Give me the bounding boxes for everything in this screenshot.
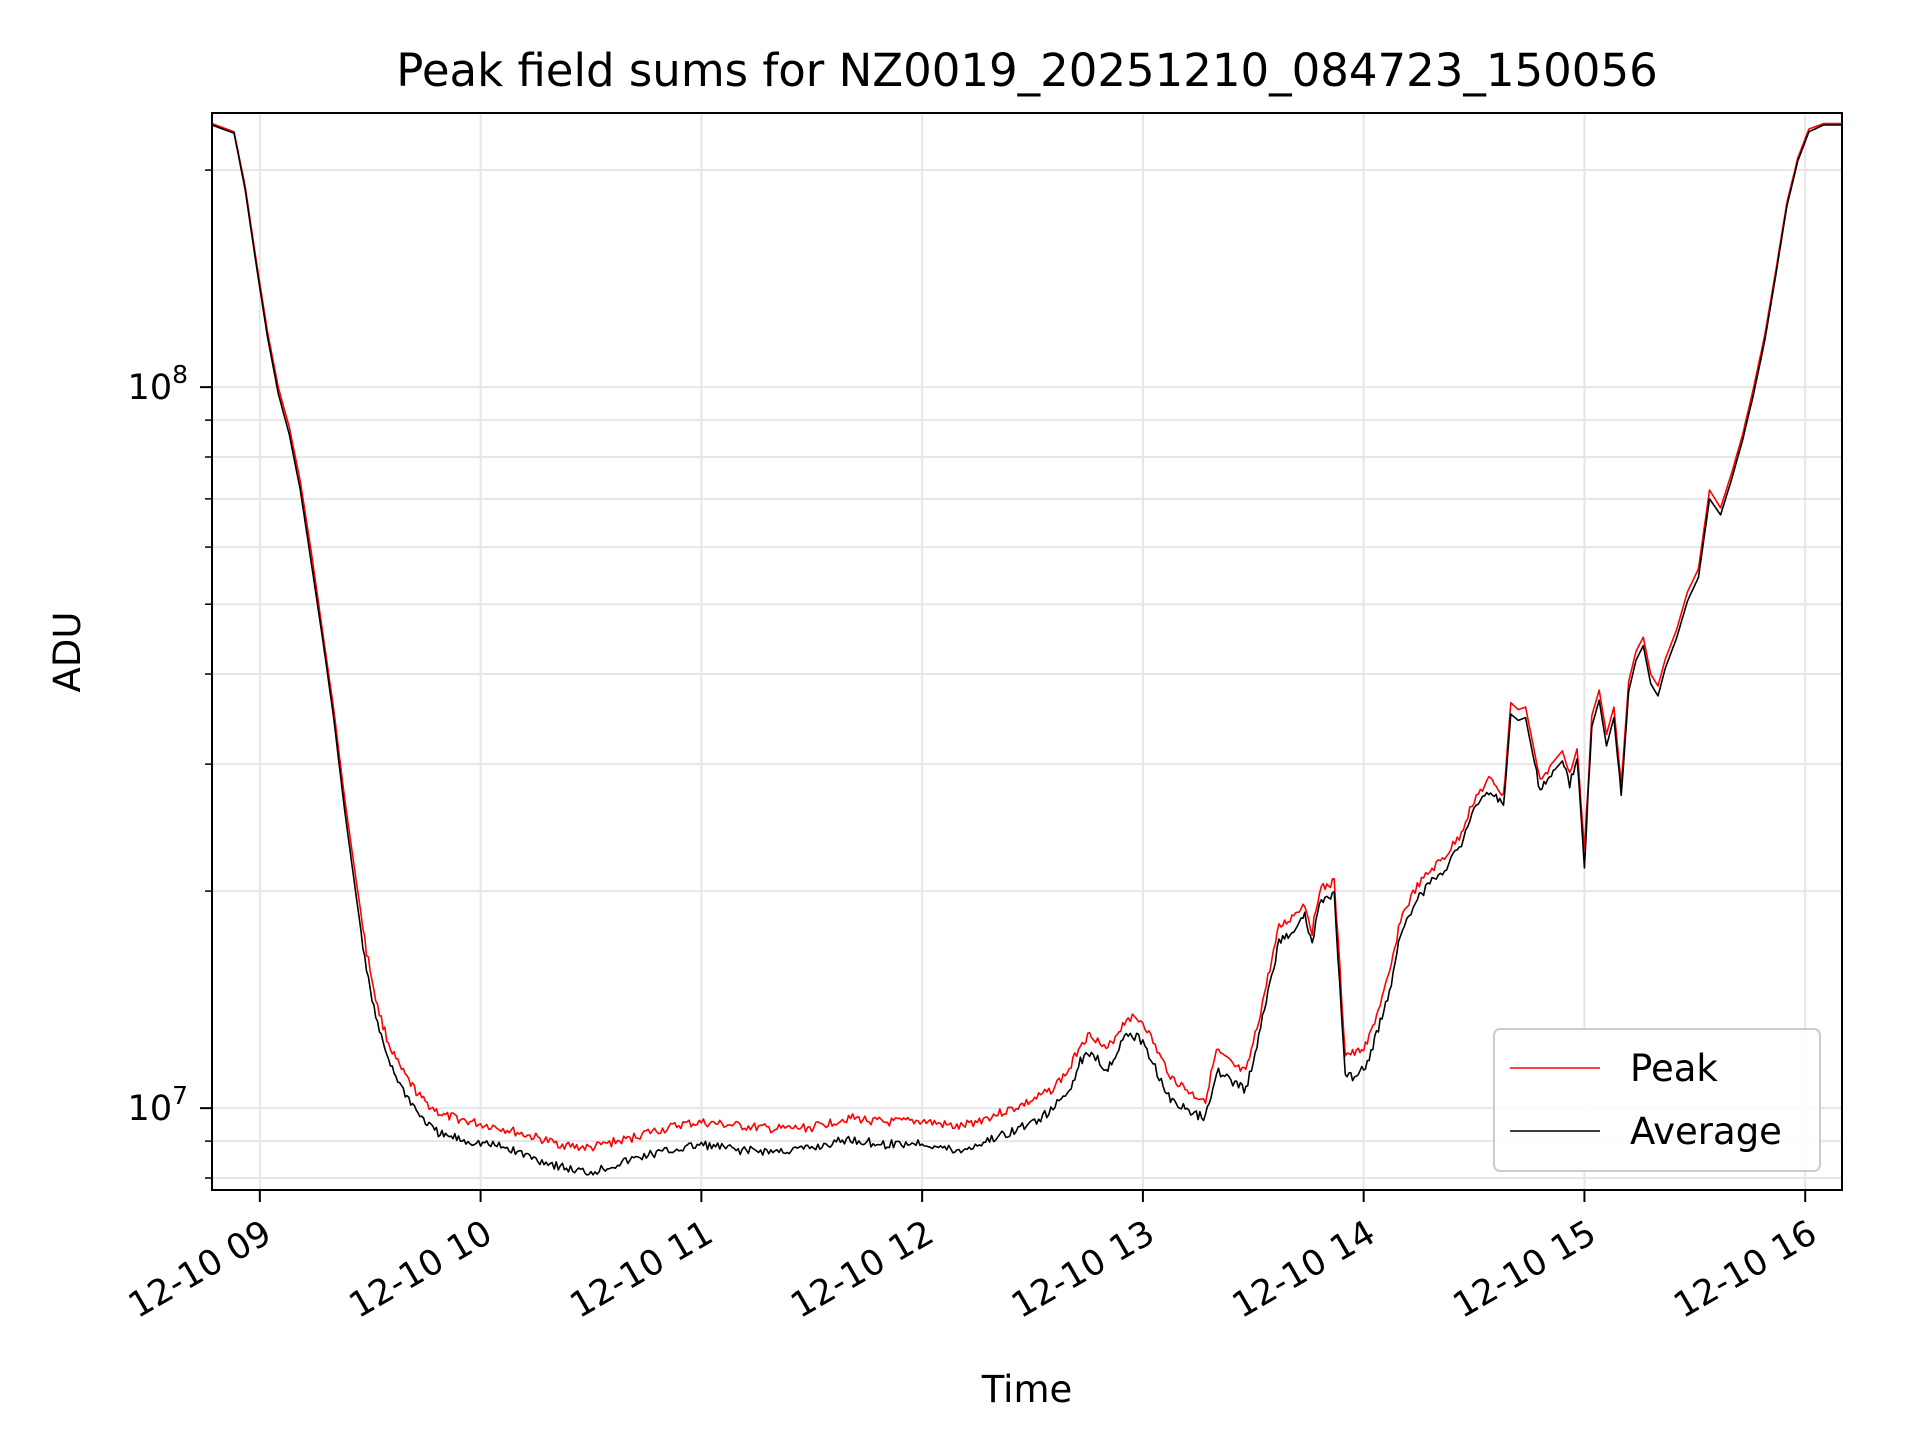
plot-frame: [211, 112, 1843, 1191]
series-layer: [211, 122, 1842, 1176]
y-tick-label: 107: [128, 1081, 188, 1129]
series-line-average: [211, 124, 1842, 1176]
legend-label-peak: Peak: [1630, 1047, 1718, 1090]
legend-label-average: Average: [1630, 1110, 1782, 1153]
grid: [212, 113, 1842, 1190]
legend: Peak Average: [1493, 1028, 1821, 1172]
y-axis-label: ADU: [46, 612, 89, 693]
legend-box: [1493, 1028, 1821, 1172]
y-tick-label: 108: [128, 360, 188, 408]
x-axis-label: Time: [981, 1368, 1073, 1411]
chart-title: Peak field sums for NZ0019_20251210_0847…: [396, 44, 1657, 97]
